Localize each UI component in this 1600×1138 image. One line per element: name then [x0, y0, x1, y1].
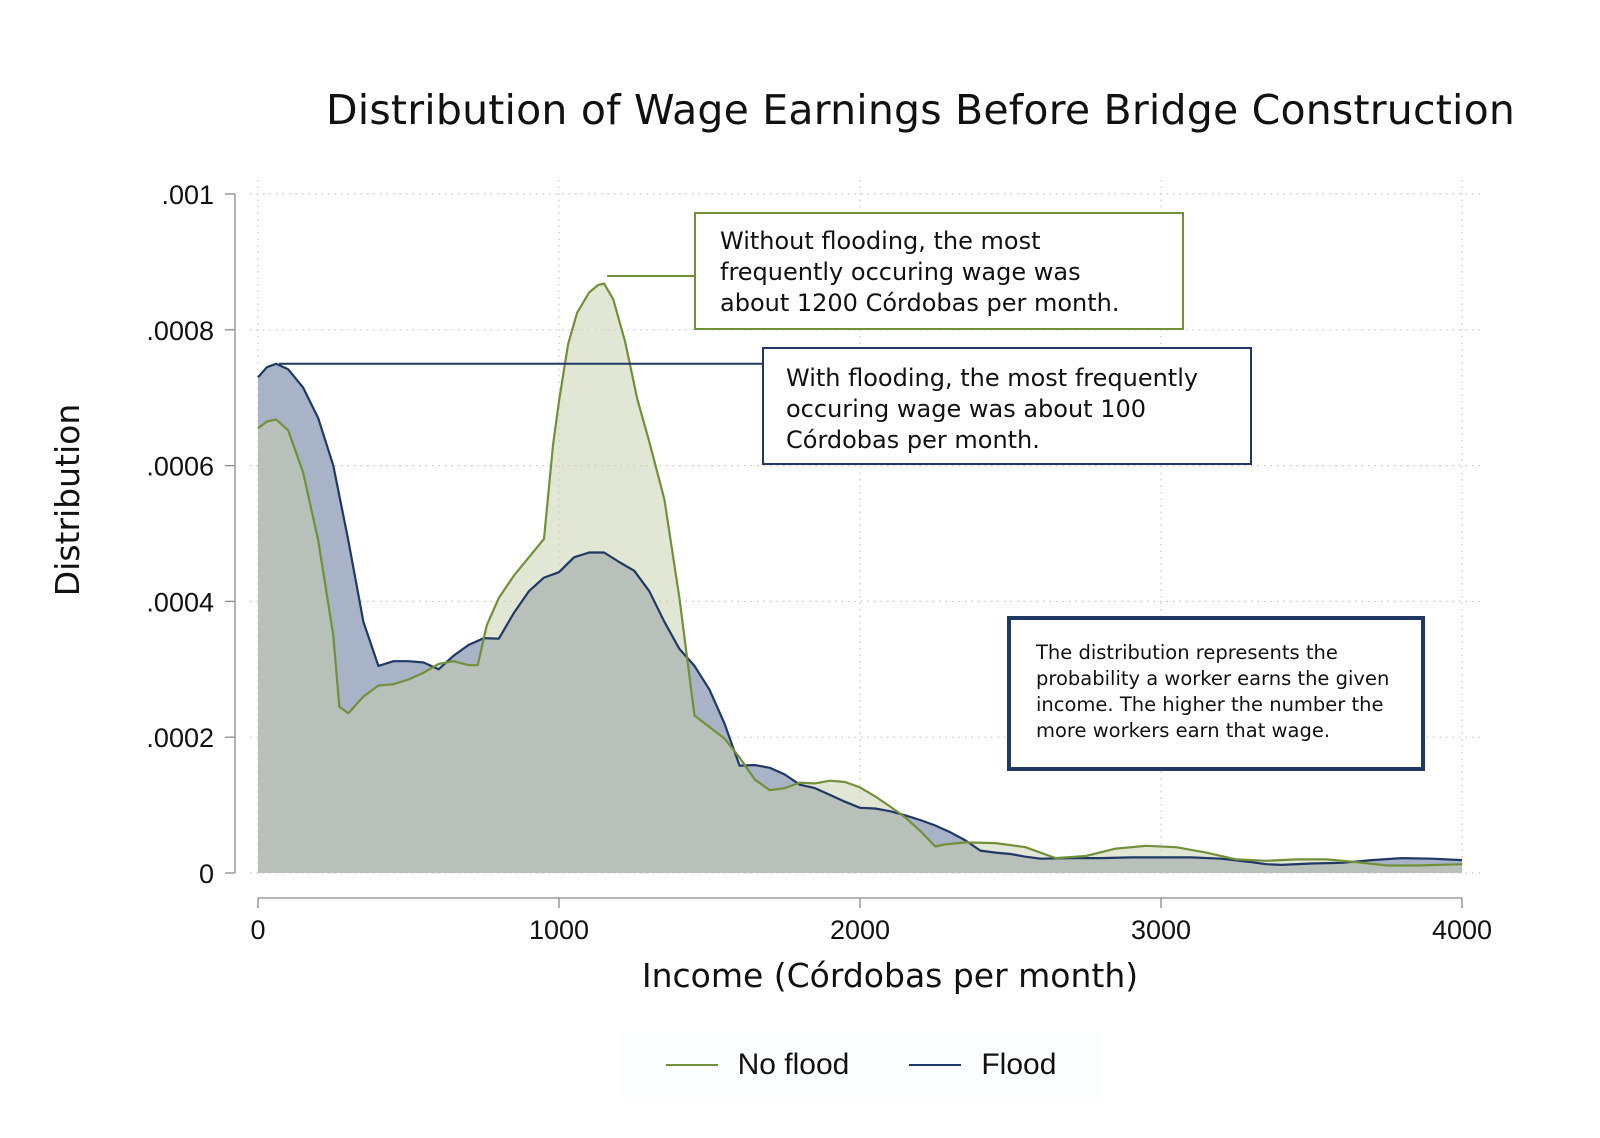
legend-item-no-flood: No flood [665, 1048, 850, 1082]
x-tick-label: 1000 [529, 915, 589, 945]
x-axis-label-row: Income (Córdobas per month) [0, 956, 1600, 995]
annotation-no-flood: Without flooding, the most frequently oc… [694, 212, 1184, 330]
legend-item-flood: Flood [909, 1048, 1056, 1082]
y-tick-label: .0002 [146, 723, 214, 753]
y-tick-label: 0 [199, 859, 214, 889]
y-tick-label: .001 [161, 180, 214, 210]
annotation-leaders [279, 275, 764, 365]
chart-title: Distribution of Wage Earnings Before Bri… [326, 86, 1516, 134]
annotation-flood-text: With flooding, the most frequently occur… [786, 364, 1199, 454]
y-tick-label: .0004 [146, 587, 214, 617]
series-areas [258, 283, 1462, 874]
line-flood [257, 362, 1463, 866]
legend-label-no-flood: No flood [737, 1048, 850, 1081]
axes: 0 .0002 .0004 .0006 .0008 .001 0 1000 2000 3000 40… [146, 180, 1492, 945]
y-tick-label: .0008 [146, 316, 214, 346]
annotation-flood: With flooding, the most frequently occur… [762, 347, 1252, 465]
legend-swatch-flood [909, 1064, 962, 1066]
y-tick-label: .0006 [146, 452, 214, 482]
y-axis-label: Distribution [48, 403, 87, 597]
x-axis-label: Income (Córdobas per month) [641, 956, 1139, 995]
series-lines [257, 282, 1463, 867]
legend: No flood Flood [620, 1032, 1102, 1098]
x-tick-label: 2000 [830, 915, 890, 945]
x-tick-label: 0 [250, 915, 265, 945]
annotation-distribution-text: The distribution represents the probabil… [1036, 641, 1390, 742]
annotation-distribution: The distribution represents the probabil… [1007, 616, 1425, 771]
area-no-flood [258, 283, 1462, 874]
annotation-no-flood-text: Without flooding, the most frequently oc… [720, 227, 1120, 317]
x-tick-label: 4000 [1432, 915, 1492, 945]
legend-label-flood: Flood [981, 1048, 1057, 1081]
line-no-flood [257, 282, 1463, 867]
legend-swatch-no-flood [665, 1064, 718, 1066]
x-tick-label: 3000 [1131, 915, 1191, 945]
